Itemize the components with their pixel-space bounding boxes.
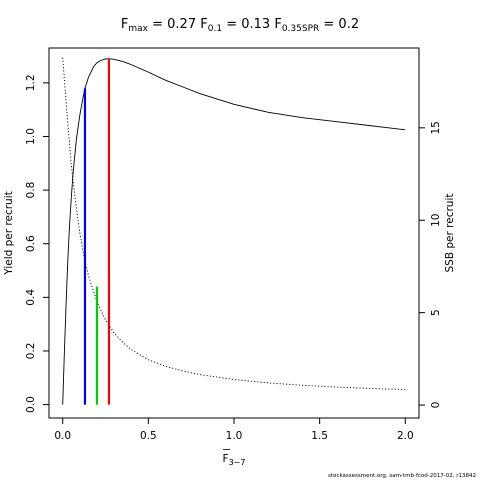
chart-title: Fmax = 0.27 F0.1 = 0.13 F0.35SPR = 0.2	[121, 17, 359, 34]
y-axis-right: 0 5 10 15	[419, 121, 442, 408]
y-right-tick-label: 10	[430, 214, 442, 227]
y-left-tick-label: 0.6	[25, 235, 37, 252]
y-left-tick-label: 0.0	[25, 396, 37, 413]
title-fmax-value: 0.27	[167, 17, 196, 32]
y-axis-right-title: SSB per recruit	[444, 194, 456, 273]
yield-per-recruit-line	[62, 58, 406, 405]
title-f01-value: 0.13	[241, 17, 270, 32]
x-tick-label: 1.0	[226, 430, 243, 442]
x-axis-title-symbol: F	[223, 453, 229, 465]
title-fmax-sub: max	[128, 24, 148, 34]
y-left-tick-label: 1.2	[25, 75, 37, 92]
title-f01-symbol: F	[200, 17, 207, 32]
x-tick-label: 0.0	[54, 430, 71, 442]
ssb-per-recruit-line	[62, 57, 406, 390]
x-tick-label: 1.5	[311, 430, 328, 442]
x-axis-title-sub: 3−7	[229, 458, 246, 467]
title-f035-sub: 0.35SPR	[282, 24, 319, 34]
y-right-tick-label: 15	[430, 121, 442, 134]
y-axis-left-title: Yield per recruit	[3, 191, 15, 275]
title-f035-value: 0.2	[338, 17, 359, 32]
series-layer	[62, 57, 406, 405]
x-tick-label: 2.0	[397, 430, 414, 442]
y-right-tick-label: 5	[430, 309, 442, 316]
y-right-tick-label: 0	[430, 402, 442, 409]
y-axis-left: 0.0 0.2 0.4 0.6 0.8 1.0 1.2	[25, 75, 49, 413]
x-axis: 0.0 0.5 1.0 1.5 2.0	[54, 418, 414, 442]
plot-frame	[48, 47, 420, 419]
y-left-tick-label: 0.2	[25, 343, 37, 360]
x-axis-title: F3−7	[223, 453, 246, 467]
y-left-tick-label: 0.8	[25, 182, 37, 199]
title-f035-symbol: F	[274, 17, 281, 32]
x-tick-label: 0.5	[140, 430, 157, 442]
footer-note: stockassessment.org, sam-tmb-fcod-2017-0…	[328, 473, 476, 479]
y-left-tick-label: 0.4	[25, 289, 37, 306]
reference-lines	[83, 58, 111, 405]
y-left-tick-label: 1.0	[25, 128, 37, 145]
title-f01-sub: 0.1	[208, 24, 222, 34]
title-fmax-symbol: F	[121, 17, 128, 32]
